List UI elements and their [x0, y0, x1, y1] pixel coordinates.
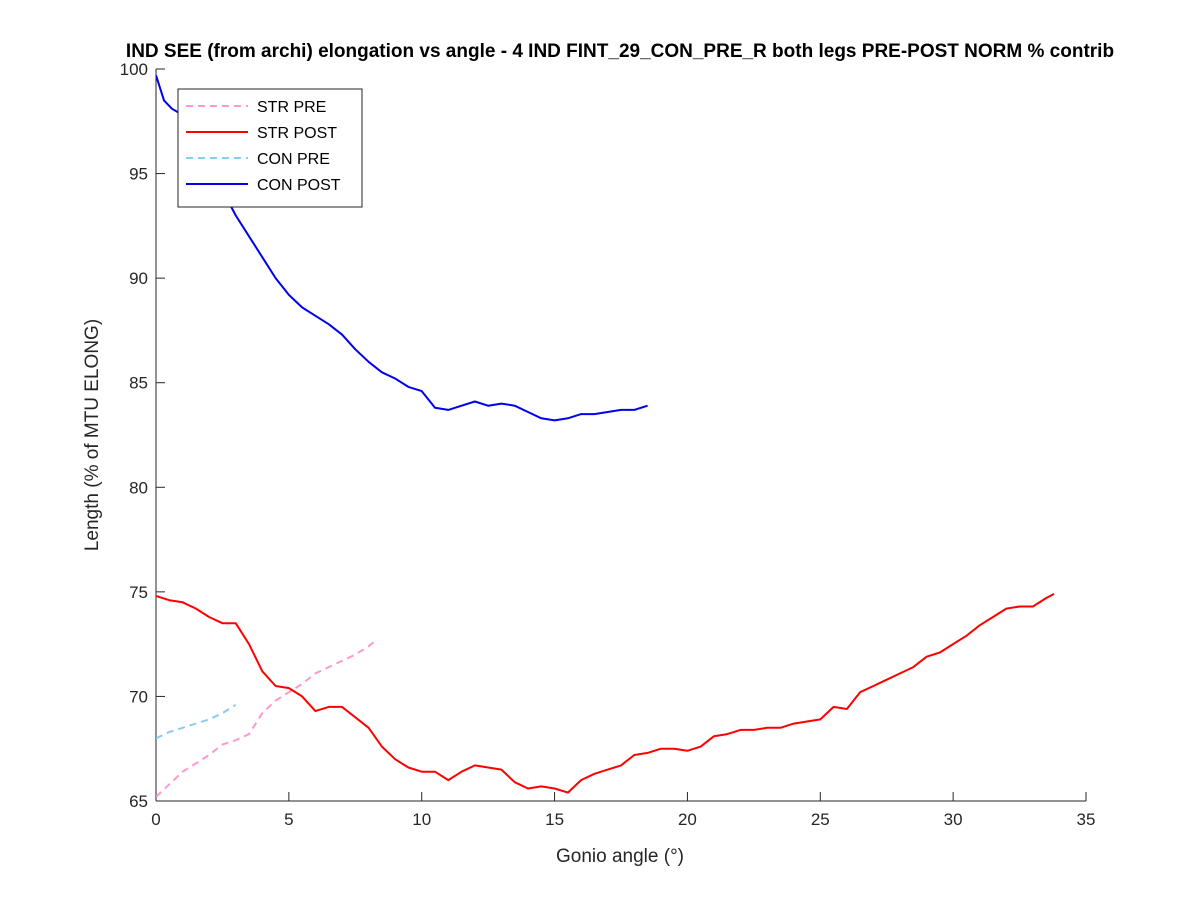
series-line-str-pre — [156, 639, 378, 798]
x-tick-label: 10 — [412, 810, 431, 829]
x-tick-label: 0 — [151, 810, 160, 829]
legend-label: STR PRE — [257, 99, 326, 116]
y-tick-label: 80 — [129, 478, 148, 497]
series-line-str-post — [156, 593, 1055, 794]
y-tick-label: 75 — [129, 583, 148, 602]
x-tick-label: 15 — [545, 810, 564, 829]
y-tick-label: 85 — [129, 374, 148, 393]
series-line-con-pre — [156, 703, 237, 740]
legend-box — [177, 88, 363, 208]
y-tick-label: 95 — [129, 165, 148, 184]
y-tick-label: 65 — [129, 792, 148, 811]
x-tick-label: 35 — [1077, 810, 1096, 829]
x-tick-label: 30 — [944, 810, 963, 829]
y-tick-label: 70 — [129, 687, 148, 706]
x-axis-label: Gonio angle (°) — [556, 846, 684, 867]
legend-label: CON POST — [257, 177, 341, 194]
x-tick-label: 25 — [811, 810, 830, 829]
y-tick-label: 100 — [120, 60, 148, 79]
x-tick-label: 20 — [678, 810, 697, 829]
y-tick-label: 90 — [129, 269, 148, 288]
legend: STR PRE STR POST CON PRE CON POST — [177, 88, 363, 208]
legend-label: CON PRE — [257, 151, 330, 168]
chart-title: IND SEE (from archi) elongation vs angle… — [126, 41, 1114, 62]
legend-label: STR POST — [257, 125, 337, 142]
x-tick-label: 5 — [284, 810, 293, 829]
y-axis-label: Length (% of MTU ELONG) — [82, 319, 103, 551]
